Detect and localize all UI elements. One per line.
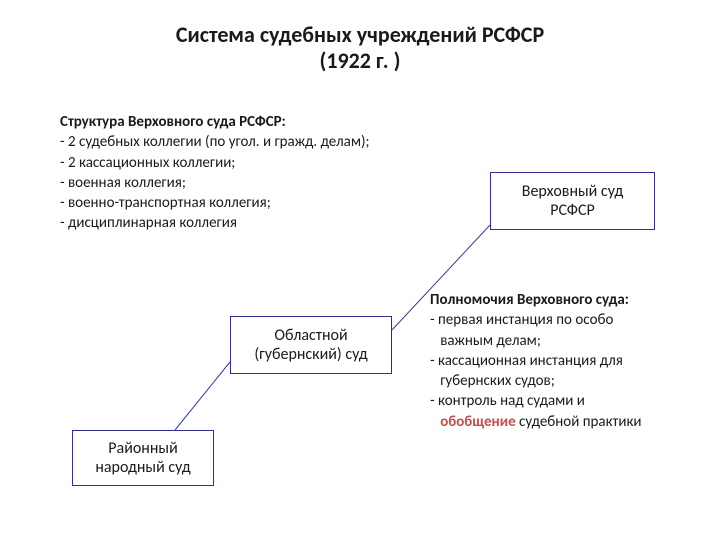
node-regional-court: Областной (губернский) суд (230, 316, 392, 374)
structure-block: Структура Верховного суда РСФСР: - 2 суд… (60, 112, 440, 234)
powers-block: Полномочия Верховного суда: - первая инс… (430, 290, 705, 432)
node-label: Верховный суд (522, 182, 624, 201)
powers-text: - первая инстанция по особо (430, 311, 613, 329)
structure-heading: Структура Верховного суда РСФСР: (60, 112, 440, 132)
powers-text: губернских судов; (440, 372, 555, 390)
node-label: РСФСР (522, 201, 624, 220)
structure-item: - 2 кассационных коллегии; (60, 153, 440, 173)
powers-heading: Полномочия Верховного суда: (430, 290, 705, 310)
powers-item: - кассационная инстанция для губернских … (430, 351, 705, 392)
structure-item: - 2 судебных коллегии (по угол. и гражд.… (60, 132, 440, 152)
powers-item: - первая инстанция по особо важным делам… (430, 310, 705, 351)
edge-regional-district (175, 362, 230, 430)
powers-item: - контроль над судами и обобщение судебн… (430, 391, 705, 432)
powers-text: - кассационная инстанция для (430, 352, 623, 370)
node-supreme-court: Верховный суд РСФСР (490, 172, 655, 230)
node-label: Районный (95, 439, 190, 458)
node-district-court: Районный народный суд (72, 430, 214, 486)
powers-highlight: обобщение (440, 413, 515, 431)
node-label: Областной (254, 326, 367, 345)
node-label: (губернский) суд (254, 345, 367, 364)
structure-item: - военно-транспортная коллегия; (60, 193, 440, 213)
powers-text: важным делам; (440, 332, 541, 350)
powers-text: судебной практики (519, 413, 641, 431)
powers-text: - контроль над судами и (430, 392, 585, 410)
structure-item: - военная коллегия; (60, 173, 440, 193)
structure-item: - дисциплинарная коллегия (60, 213, 440, 233)
slide-title: Система судебных учреждений РСФСР (1922 … (0, 22, 720, 75)
title-line2: (1922 г. ) (0, 48, 720, 74)
node-label: народный суд (95, 458, 190, 477)
title-line1: Система судебных учреждений РСФСР (0, 22, 720, 48)
